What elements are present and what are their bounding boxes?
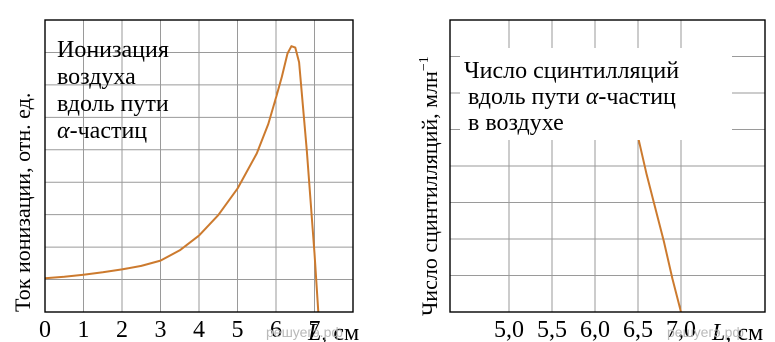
- chart-title-line2-suffix: -частиц: [598, 84, 676, 110]
- x-tick-label: 0: [39, 317, 51, 342]
- watermark-right: решуегэ.рф: [667, 324, 744, 340]
- x-axis-label: L, см: [711, 320, 763, 342]
- series-line-ionization: [44, 45, 320, 313]
- x-tick-label: 6,5: [623, 317, 653, 342]
- x-tick-label: 5: [232, 317, 244, 342]
- x-axis-unit: , см: [321, 320, 359, 342]
- x-axis-unit: , см: [725, 320, 763, 342]
- x-tick-label: 7: [309, 317, 321, 342]
- grid: [45, 20, 353, 312]
- x-tick-label: 6,0: [580, 317, 610, 342]
- alpha-symbol: α: [57, 118, 70, 144]
- chart-title-line4: α-частиц: [57, 118, 147, 144]
- x-tick-label: 5,0: [494, 317, 524, 342]
- x-tick-label: 3: [155, 317, 167, 342]
- x-tick-label: 2: [116, 317, 128, 342]
- y-axis-label: Ток ионизации, отн. ед.: [10, 93, 35, 312]
- scintillation-chart: Число сцинтилляций вдоль пути α-частиц в…: [417, 19, 766, 342]
- chart-title-line3: в воздухе: [468, 110, 564, 136]
- x-tick-labels: 5,0 5,5 6,0 6,5 7,0: [494, 317, 696, 342]
- x-tick-label: 4: [193, 317, 205, 342]
- x-tick-label: 6: [270, 317, 282, 342]
- x-tick-labels: 0 1 2 3 4 5 6 7: [39, 317, 321, 342]
- chart-title-line1: Число сцинтилляций: [464, 58, 679, 84]
- alpha-symbol: α: [586, 84, 599, 110]
- y-axis-label: Число сцинтилляций, млн−1: [417, 56, 442, 316]
- x-tick-label: 7,0: [666, 317, 696, 342]
- watermark-left: решуегэ.рф: [266, 324, 343, 340]
- x-axis-var: L: [711, 320, 725, 342]
- chart-title-line4-text: -частиц: [70, 118, 148, 144]
- y-axis-label-exp: −1: [417, 56, 432, 71]
- y-axis-label-main: Число сцинтилляций, млн: [417, 71, 442, 316]
- chart-title-line2: воздуха: [57, 64, 136, 90]
- chart-title-line1: Ионизация: [57, 37, 169, 63]
- x-axis-var: L: [307, 320, 321, 342]
- chart-title-line2: вдоль пути α-частиц: [468, 84, 676, 110]
- title-background: [460, 48, 732, 140]
- chart-title-line3: вдоль пути: [57, 91, 169, 117]
- chart-title-line2-text: вдоль пути: [468, 84, 586, 110]
- x-tick-label: 1: [78, 317, 90, 342]
- x-axis-label: L, см: [307, 320, 359, 342]
- ionization-chart: Ионизация воздуха вдоль пути α-частиц То…: [10, 19, 359, 342]
- plot-frame: [449, 19, 766, 313]
- plot-frame: [44, 19, 354, 313]
- x-tick-label: 5,5: [537, 317, 567, 342]
